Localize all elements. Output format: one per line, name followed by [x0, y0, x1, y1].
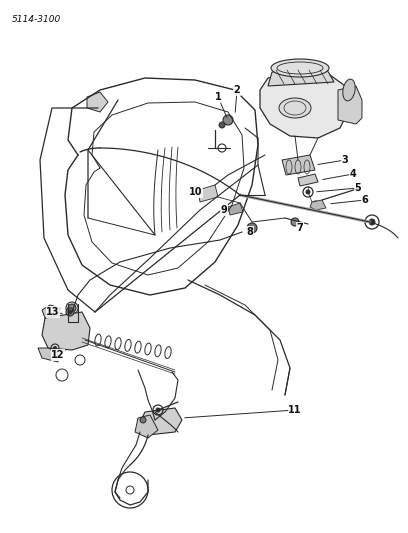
Circle shape — [312, 201, 320, 209]
Circle shape — [291, 218, 299, 226]
Circle shape — [223, 115, 233, 125]
Circle shape — [369, 219, 375, 225]
Polygon shape — [42, 312, 90, 350]
Text: 9: 9 — [221, 205, 227, 215]
Polygon shape — [310, 200, 326, 210]
Polygon shape — [298, 174, 318, 186]
Polygon shape — [268, 68, 334, 86]
Text: 2: 2 — [234, 85, 240, 95]
Circle shape — [156, 408, 160, 412]
Text: 13: 13 — [46, 307, 60, 317]
Text: 8: 8 — [246, 227, 253, 237]
Circle shape — [247, 223, 257, 233]
Polygon shape — [135, 415, 158, 438]
Circle shape — [68, 304, 76, 312]
Ellipse shape — [343, 79, 355, 101]
Text: 12: 12 — [51, 350, 65, 360]
Circle shape — [306, 190, 310, 194]
Polygon shape — [87, 92, 108, 112]
Text: 10: 10 — [189, 187, 203, 197]
Text: 3: 3 — [341, 155, 348, 165]
Text: 11: 11 — [288, 405, 302, 415]
Text: 5: 5 — [355, 183, 361, 193]
Text: 6: 6 — [361, 195, 368, 205]
Polygon shape — [228, 203, 243, 215]
Ellipse shape — [279, 98, 311, 118]
Circle shape — [53, 346, 56, 350]
Text: 1: 1 — [215, 92, 222, 102]
Circle shape — [66, 308, 74, 316]
Polygon shape — [140, 408, 182, 435]
Ellipse shape — [271, 59, 329, 77]
Circle shape — [219, 122, 225, 128]
Polygon shape — [42, 305, 60, 318]
Text: 7: 7 — [297, 223, 304, 233]
Polygon shape — [282, 155, 315, 175]
Text: 5114-3100: 5114-3100 — [12, 15, 61, 24]
Text: 4: 4 — [350, 169, 356, 179]
Circle shape — [140, 417, 146, 423]
Polygon shape — [338, 86, 362, 124]
Circle shape — [68, 310, 72, 314]
Polygon shape — [198, 185, 218, 202]
Polygon shape — [260, 72, 350, 138]
Polygon shape — [38, 348, 58, 362]
